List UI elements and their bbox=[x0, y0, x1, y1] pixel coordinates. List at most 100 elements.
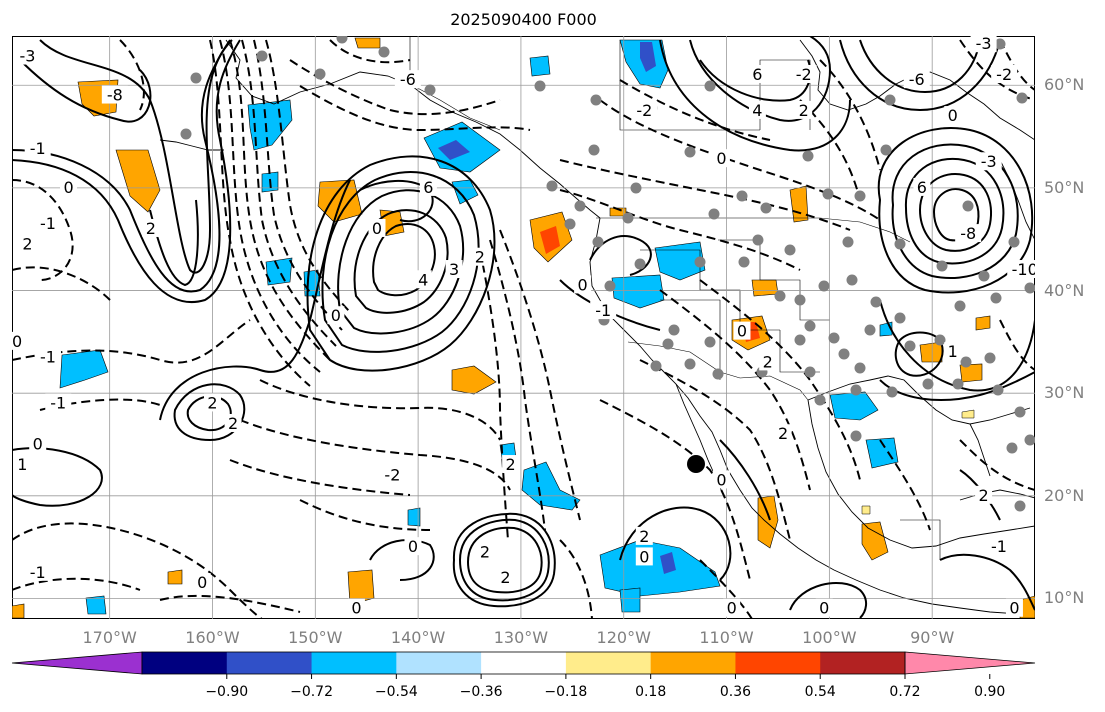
contour-label-background bbox=[1005, 598, 1023, 617]
contour-label: 2 bbox=[22, 234, 32, 253]
contour-line bbox=[219, 39, 321, 373]
contour-line bbox=[466, 526, 543, 594]
contour-line bbox=[12, 39, 241, 303]
station-marker bbox=[802, 150, 814, 162]
station-marker bbox=[378, 46, 390, 58]
contour-label: -8 bbox=[107, 86, 123, 105]
station-marker bbox=[704, 80, 716, 92]
station-marker bbox=[752, 234, 764, 246]
contour-line bbox=[12, 577, 141, 591]
contour-label: 2 bbox=[475, 248, 485, 267]
contour-label-background bbox=[975, 485, 993, 504]
contour-label: 0 bbox=[639, 547, 649, 566]
shade-region bbox=[865, 437, 899, 469]
colorbar-segment bbox=[481, 652, 567, 674]
colorbar-tick-label: −0.72 bbox=[290, 684, 333, 700]
contour-label: -10 bbox=[1012, 260, 1038, 279]
shade-region bbox=[959, 363, 983, 383]
contour-label: 3 bbox=[449, 260, 459, 279]
contour-label-background bbox=[955, 224, 982, 243]
station-marker bbox=[668, 324, 680, 336]
contour-label-background bbox=[327, 306, 345, 325]
colorbar-tick-label: 0.36 bbox=[719, 684, 752, 700]
colorbar-segment bbox=[396, 652, 482, 674]
contour-label-background bbox=[970, 36, 997, 53]
contour-label-background bbox=[224, 413, 242, 432]
shade-region bbox=[861, 521, 889, 561]
shade-region bbox=[861, 505, 871, 515]
shade-region bbox=[347, 569, 375, 606]
contour-label-background bbox=[394, 70, 421, 89]
station-marker bbox=[712, 368, 724, 380]
station-marker bbox=[1014, 500, 1026, 512]
contour-line bbox=[659, 289, 811, 491]
border-state bbox=[900, 519, 941, 560]
contour-line bbox=[479, 249, 509, 541]
contour-label: -2 bbox=[636, 101, 652, 120]
contour-label: 2 bbox=[146, 219, 156, 238]
graticule bbox=[12, 36, 1035, 619]
contour-label-background bbox=[631, 100, 658, 119]
contour-line bbox=[999, 319, 1035, 371]
contour-label: 6 bbox=[423, 178, 433, 197]
contour-label: 0 bbox=[948, 106, 958, 125]
contour-line bbox=[452, 512, 556, 608]
shade-region bbox=[85, 595, 107, 615]
station-marker bbox=[1008, 236, 1020, 248]
station-marker bbox=[622, 212, 634, 224]
colorbar-tick-label: −0.36 bbox=[459, 684, 503, 700]
coastline-alaska bbox=[225, 39, 601, 219]
contour-line bbox=[559, 159, 851, 231]
shade-region bbox=[751, 279, 779, 297]
contour-label: -1 bbox=[991, 537, 1007, 556]
station-marker bbox=[662, 338, 674, 350]
contour-line bbox=[149, 199, 199, 287]
contour-label-background bbox=[471, 247, 489, 266]
station-marker bbox=[880, 144, 892, 156]
colorbar-extend-high bbox=[904, 651, 1036, 675]
station-marker bbox=[962, 200, 974, 212]
contour-label: -1 bbox=[40, 347, 56, 366]
station-marker bbox=[936, 260, 948, 272]
contour-label: -1 bbox=[40, 214, 56, 233]
station-marker bbox=[534, 80, 546, 92]
shade-region bbox=[961, 409, 975, 419]
contour-label-background bbox=[986, 537, 1013, 556]
station-marker bbox=[984, 352, 996, 364]
contour-line bbox=[499, 229, 581, 521]
contour-label: 0 bbox=[716, 470, 726, 489]
longitude-label: 100°W bbox=[802, 628, 857, 647]
shade-region bbox=[247, 99, 293, 151]
contour-label: -1 bbox=[595, 301, 611, 320]
coastline-mexico-east bbox=[807, 399, 1035, 549]
station-marker bbox=[564, 218, 576, 230]
station-marker bbox=[736, 190, 748, 202]
shade-region bbox=[115, 149, 161, 213]
station-marker bbox=[630, 182, 642, 194]
contour-label: -3 bbox=[19, 47, 35, 66]
contour-label-background bbox=[774, 424, 792, 443]
contour-label: 0 bbox=[33, 435, 43, 454]
contour-label-background bbox=[142, 218, 160, 237]
contour-label-background bbox=[404, 537, 422, 556]
contour-label-background bbox=[790, 65, 817, 84]
colorbar-segment bbox=[820, 652, 906, 674]
contour-line bbox=[894, 331, 944, 377]
shade-region bbox=[407, 507, 421, 527]
contour-line bbox=[659, 39, 851, 152]
contour-line bbox=[819, 59, 881, 171]
contour-label: 2 bbox=[778, 424, 788, 443]
station-marker bbox=[590, 94, 602, 106]
contour-line bbox=[719, 439, 771, 521]
contour-line bbox=[939, 553, 1035, 611]
shade-core bbox=[438, 140, 470, 160]
contour-line bbox=[159, 179, 351, 421]
shade-region bbox=[654, 241, 706, 281]
contour-label: 4 bbox=[752, 101, 762, 120]
colorbar-tick-label: −0.18 bbox=[544, 684, 588, 700]
longitude-label: 110°W bbox=[699, 628, 754, 647]
contour-label-background bbox=[24, 138, 51, 157]
contour-label-background bbox=[347, 598, 365, 617]
colorbar-segment bbox=[311, 652, 397, 674]
shade-region bbox=[789, 185, 809, 223]
